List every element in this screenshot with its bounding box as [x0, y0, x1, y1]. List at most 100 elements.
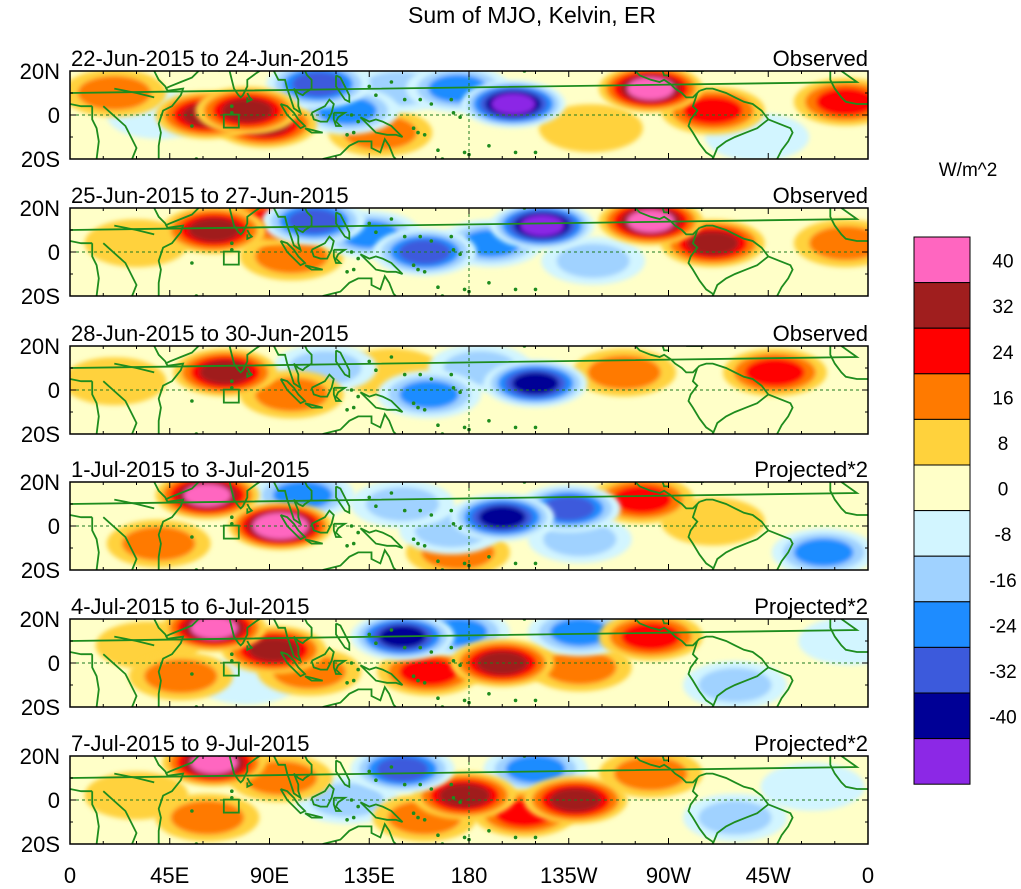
- lat-tick-label: 20N: [20, 607, 60, 632]
- coastlines: [70, 71, 868, 159]
- lat-tick-label: 20S: [21, 422, 60, 447]
- anomaly-1-14: [195, 86, 300, 135]
- panel-5: 20N 0 20S 4-Jul-2015 to 6-Jul-2015 Projected…: [20, 594, 869, 720]
- box-marker: [222, 388, 240, 404]
- colorbar-swatch: [913, 236, 971, 284]
- lon-tick-label: 135W: [540, 863, 598, 888]
- box-marker: [222, 798, 240, 814]
- colorbar-swatch: [913, 282, 971, 329]
- lat-tick-label: 20S: [21, 147, 60, 172]
- coastlines: [70, 756, 868, 844]
- anomaly-2-10: [162, 208, 267, 254]
- panel-1: 20N 0 20S 22-Jun-2015 to 24-Jun-2015 Observe…: [20, 46, 869, 172]
- anomaly-6-11: [412, 771, 517, 820]
- panel-label: Projected*2: [754, 457, 868, 482]
- longitude-axis: 0 45E 90E 135E 180 135W 90W 45W 0: [64, 863, 874, 888]
- lat-tick-label: 20S: [21, 695, 60, 720]
- colorbar-level-label: 16: [992, 388, 1013, 409]
- colorbar-level-label: 0: [998, 480, 1009, 501]
- panel-date: 4-Jul-2015 to 6-Jul-2015: [71, 594, 309, 619]
- anomaly-3-8: [722, 348, 827, 397]
- lat-tick-label: 20N: [20, 334, 60, 359]
- colorbar-swatch: [913, 327, 971, 375]
- anomaly-1-16: [461, 80, 566, 128]
- box-marker: [222, 250, 240, 266]
- lat-tick-label: 0: [48, 378, 60, 403]
- anomaly-4-5: [350, 482, 455, 528]
- anomaly-2-12: [598, 208, 703, 246]
- anomaly-5-5: [128, 652, 233, 701]
- lat-tick-label: 0: [48, 651, 60, 676]
- colorbar-level-label: 24: [992, 343, 1014, 364]
- lat-tick-label: 20S: [21, 558, 60, 583]
- panel-label: Projected*2: [754, 731, 868, 756]
- panel-date: 22-Jun-2015 to 24-Jun-2015: [71, 46, 349, 71]
- panel-6: 20N 0 20S 7-Jul-2015 to 9-Jul-2015 Projected…: [20, 731, 869, 857]
- lat-tick-label: 20S: [21, 284, 60, 309]
- lon-tick-label: 135E: [344, 863, 395, 888]
- colorbar-swatch: [913, 692, 971, 740]
- colorbar-level-label: -24: [989, 616, 1017, 637]
- panel-date: 28-Jun-2015 to 30-Jun-2015: [71, 321, 349, 346]
- anomaly-3-10: [483, 359, 588, 408]
- lon-tick-label: 180: [451, 863, 488, 888]
- chart-title: Sum of MJO, Kelvin, ER: [408, 2, 656, 28]
- colorbar-units: W/m^2: [939, 160, 998, 181]
- panel-3: 20N 0 20S 28-Jun-2015 to 30-Jun-2015 Observe…: [20, 321, 869, 447]
- anomaly-1-10: [793, 77, 868, 126]
- box-marker: [222, 661, 240, 677]
- colorbar-swatch: [913, 738, 971, 785]
- box-marker: [222, 524, 240, 540]
- panel-date: 25-Jun-2015 to 27-Jun-2015: [71, 183, 349, 208]
- anomaly-4-12: [450, 493, 555, 542]
- lat-tick-label: 20N: [20, 470, 60, 495]
- anomaly-6-2: [760, 762, 865, 811]
- lon-tick-label: 45E: [150, 863, 189, 888]
- lon-tick-label: 90E: [250, 863, 289, 888]
- lon-tick-label: 0: [862, 863, 874, 888]
- colorbar-swatch: [913, 373, 971, 420]
- lat-tick-label: 0: [48, 103, 60, 128]
- anomaly-1-1: [538, 104, 643, 153]
- colorbar-level-label: -16: [989, 571, 1016, 592]
- lat-tick-label: 20S: [21, 832, 60, 857]
- coastlines: [70, 482, 868, 570]
- lat-tick-label: 20N: [20, 744, 60, 769]
- lon-tick-label: 45W: [746, 863, 791, 888]
- panel-label: Observed: [773, 183, 868, 208]
- anomaly-6-12: [350, 756, 455, 794]
- panel-2: 20N 0 20S 25-Jun-2015 to 27-Jun-2015 Observe…: [20, 183, 869, 309]
- anomaly-6-5: [598, 756, 703, 798]
- coastlines: [70, 619, 868, 707]
- panel-label: Projected*2: [754, 594, 868, 619]
- colorbar-level-label: 32: [992, 297, 1013, 318]
- colorbar-swatch: [913, 418, 971, 466]
- panel-date: 7-Jul-2015 to 9-Jul-2015: [71, 731, 309, 756]
- coastlines: [70, 208, 868, 296]
- anomaly-2-13: [490, 208, 595, 250]
- colorbar: 40 32 24 16 8 0 -8 -16 -24 -32 -40: [913, 236, 1017, 785]
- lat-tick-label: 20N: [20, 59, 60, 84]
- colorbar-swatch: [913, 510, 971, 557]
- anomaly-5-10: [598, 619, 703, 661]
- anomaly-5-4: [527, 643, 632, 692]
- anomaly-4-3: [106, 519, 211, 568]
- colorbar-level-label: -40: [989, 708, 1016, 729]
- lat-tick-label: 20N: [20, 196, 60, 221]
- lat-tick-label: 0: [48, 788, 60, 813]
- anomaly-6-8: [683, 793, 787, 842]
- box-marker: [222, 113, 240, 129]
- lon-tick-label: 90W: [646, 863, 691, 888]
- panel-4: 20N 0 20S 1-Jul-2015 to 3-Jul-2015 Projected…: [20, 457, 869, 583]
- panel-label: Observed: [773, 321, 868, 346]
- panels: 20N 0 20S 22-Jun-2015 to 24-Jun-2015 Observe…: [20, 46, 869, 857]
- colorbar-level-label: 40: [992, 252, 1013, 273]
- anomaly-1-15: [598, 71, 703, 113]
- lon-tick-label: 0: [64, 863, 76, 888]
- anomaly-4-9: [771, 528, 868, 570]
- colorbar-level-label: 8: [998, 434, 1009, 455]
- colorbar-level-label: -8: [995, 525, 1012, 546]
- colorbar-swatch: [913, 555, 971, 603]
- colorbar-level-label: -32: [989, 662, 1016, 683]
